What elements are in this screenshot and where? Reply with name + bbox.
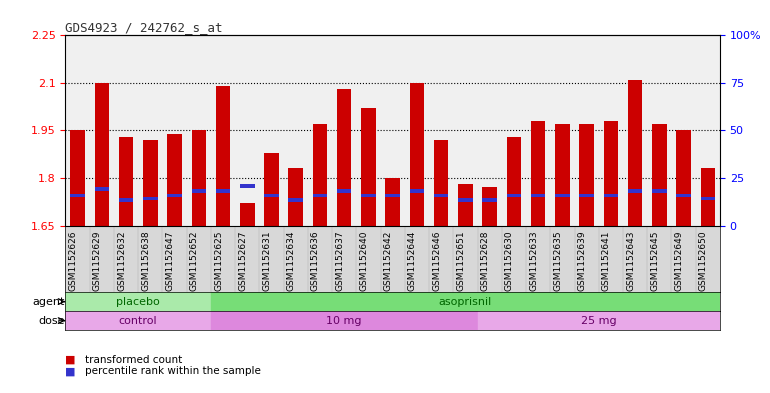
Bar xyxy=(264,152,279,226)
Bar xyxy=(313,124,327,226)
Bar xyxy=(386,178,400,226)
Bar xyxy=(119,198,133,202)
Text: GSM1152639: GSM1152639 xyxy=(578,231,587,292)
Bar xyxy=(604,193,618,197)
Bar xyxy=(652,189,667,193)
Bar xyxy=(192,130,206,226)
Text: asoprisnil: asoprisnil xyxy=(439,297,492,307)
Bar xyxy=(434,140,448,226)
Text: percentile rank within the sample: percentile rank within the sample xyxy=(85,366,260,376)
Text: GSM1152636: GSM1152636 xyxy=(311,231,320,292)
Text: GSM1152650: GSM1152650 xyxy=(699,231,708,292)
Bar xyxy=(167,193,182,197)
Bar xyxy=(143,140,158,226)
Bar xyxy=(240,184,255,188)
Text: placebo: placebo xyxy=(116,297,160,307)
Text: control: control xyxy=(119,316,158,326)
Bar xyxy=(337,89,351,226)
Bar xyxy=(95,187,109,191)
Bar xyxy=(264,193,279,197)
Bar xyxy=(95,83,109,226)
Bar xyxy=(531,193,545,197)
Bar xyxy=(555,193,570,197)
Text: GSM1152652: GSM1152652 xyxy=(189,231,199,291)
Bar xyxy=(555,124,570,226)
Text: GSM1152632: GSM1152632 xyxy=(117,231,126,291)
Text: GSM1152647: GSM1152647 xyxy=(166,231,175,291)
Bar xyxy=(628,80,642,226)
Text: GSM1152633: GSM1152633 xyxy=(529,231,538,292)
Bar xyxy=(240,203,255,226)
Bar xyxy=(628,189,642,193)
Bar xyxy=(579,124,594,226)
Bar xyxy=(211,311,477,330)
Text: GSM1152637: GSM1152637 xyxy=(335,231,344,292)
Text: GSM1152625: GSM1152625 xyxy=(214,231,223,291)
Text: ■: ■ xyxy=(65,366,76,376)
Bar xyxy=(579,193,594,197)
Text: GSM1152634: GSM1152634 xyxy=(286,231,296,291)
Text: dose: dose xyxy=(38,316,65,326)
Bar xyxy=(676,193,691,197)
Text: transformed count: transformed count xyxy=(85,354,182,365)
Text: GSM1152628: GSM1152628 xyxy=(480,231,490,291)
Bar xyxy=(313,193,327,197)
Text: GSM1152638: GSM1152638 xyxy=(141,231,150,292)
Text: GSM1152627: GSM1152627 xyxy=(238,231,247,291)
Bar xyxy=(701,196,715,200)
Text: GSM1152643: GSM1152643 xyxy=(626,231,635,291)
Text: agent: agent xyxy=(32,297,65,307)
Bar xyxy=(289,169,303,226)
Bar xyxy=(410,83,424,226)
Text: GSM1152644: GSM1152644 xyxy=(408,231,417,291)
Text: GSM1152646: GSM1152646 xyxy=(432,231,441,291)
Bar xyxy=(507,193,521,197)
Bar xyxy=(434,193,448,197)
Text: GDS4923 / 242762_s_at: GDS4923 / 242762_s_at xyxy=(65,21,223,34)
Bar xyxy=(65,311,211,330)
Bar xyxy=(119,137,133,226)
Text: GSM1152631: GSM1152631 xyxy=(263,231,272,292)
Bar xyxy=(386,193,400,197)
Text: GSM1152645: GSM1152645 xyxy=(651,231,659,291)
Bar xyxy=(289,198,303,202)
Bar xyxy=(337,189,351,193)
Bar xyxy=(70,193,85,197)
Bar xyxy=(676,130,691,226)
Text: GSM1152640: GSM1152640 xyxy=(360,231,369,291)
Bar xyxy=(482,187,497,226)
Text: GSM1152626: GSM1152626 xyxy=(69,231,78,291)
Bar xyxy=(143,196,158,200)
Text: GSM1152629: GSM1152629 xyxy=(93,231,102,291)
Bar xyxy=(216,189,230,193)
Text: 25 mg: 25 mg xyxy=(581,316,617,326)
Text: 10 mg: 10 mg xyxy=(326,316,362,326)
Text: ■: ■ xyxy=(65,354,76,365)
Bar xyxy=(507,137,521,226)
Bar xyxy=(70,130,85,226)
Bar xyxy=(458,184,473,226)
Bar xyxy=(410,189,424,193)
Bar xyxy=(216,86,230,226)
Bar xyxy=(361,108,376,226)
Bar xyxy=(211,292,720,311)
Bar xyxy=(361,193,376,197)
Bar xyxy=(701,169,715,226)
Bar xyxy=(477,311,720,330)
Bar xyxy=(458,198,473,202)
Bar xyxy=(531,121,545,226)
Text: GSM1152630: GSM1152630 xyxy=(505,231,514,292)
Bar xyxy=(482,198,497,202)
Bar xyxy=(167,134,182,226)
Text: GSM1152651: GSM1152651 xyxy=(457,231,465,292)
Text: GSM1152642: GSM1152642 xyxy=(383,231,393,291)
Bar xyxy=(652,124,667,226)
Text: GSM1152641: GSM1152641 xyxy=(602,231,611,291)
Text: GSM1152635: GSM1152635 xyxy=(554,231,562,292)
Text: GSM1152649: GSM1152649 xyxy=(675,231,684,291)
Bar xyxy=(604,121,618,226)
Bar xyxy=(65,292,211,311)
Bar xyxy=(192,189,206,193)
